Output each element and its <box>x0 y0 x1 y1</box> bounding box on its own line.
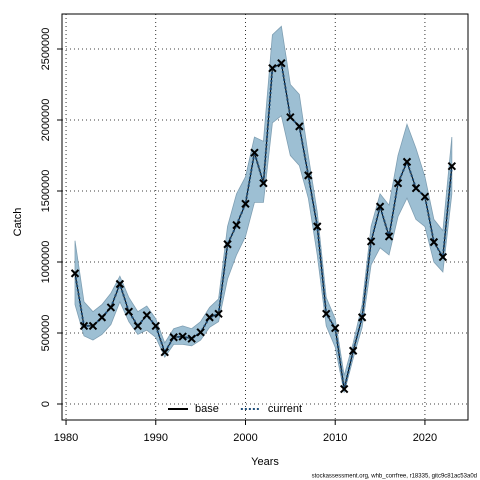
data-marker <box>268 63 277 73</box>
data-marker <box>142 311 151 320</box>
data-marker <box>106 303 116 312</box>
data-marker <box>214 309 223 319</box>
data-marker <box>420 192 430 201</box>
data-marker <box>187 334 196 343</box>
data-marker <box>70 269 80 278</box>
data-marker <box>97 313 107 322</box>
data-marker <box>250 148 259 157</box>
data-marker <box>286 112 295 122</box>
x-axis-label: Years <box>251 456 279 468</box>
x-tick-label: 1990 <box>144 432 168 444</box>
data-marker <box>411 183 421 193</box>
y-axis-label: Catch <box>12 208 24 237</box>
x-tick-label: 1980 <box>54 432 78 444</box>
footer: stockassessment.org, whb_corrfree, r1833… <box>312 474 477 480</box>
data-marker <box>133 321 143 331</box>
data-marker <box>438 252 448 262</box>
y-tick-label: 2000000 <box>40 99 52 142</box>
data-marker <box>384 232 394 241</box>
data-marker <box>402 157 412 167</box>
data-marker <box>277 58 286 68</box>
data-marker <box>447 161 457 171</box>
x-tick-label: 2000 <box>233 432 257 444</box>
x-tick-label: 2020 <box>413 432 437 444</box>
y-tick-label: 1500000 <box>40 170 52 213</box>
data-marker <box>313 222 322 231</box>
data-marker <box>322 309 331 319</box>
confidence-band <box>74 25 453 393</box>
legend-label: base <box>195 403 219 415</box>
data-marker <box>205 313 214 322</box>
data-marker <box>366 237 376 246</box>
data-marker <box>357 313 367 322</box>
data-marker <box>375 202 385 211</box>
x-tick-label: 2010 <box>323 432 347 444</box>
data-marker <box>393 178 403 188</box>
data-marker <box>115 279 125 289</box>
data-marker <box>304 171 313 180</box>
data-marker <box>331 323 340 333</box>
y-tick-label: 0 <box>40 401 52 407</box>
data-marker <box>178 332 187 341</box>
legend-label: current <box>268 403 302 415</box>
data-marker <box>259 178 268 188</box>
data-marker <box>88 321 98 331</box>
data-marker <box>241 199 250 208</box>
data-marker <box>348 346 358 355</box>
data-marker <box>339 384 349 394</box>
data-marker <box>295 122 304 131</box>
data-marker <box>429 237 439 247</box>
data-marker <box>232 220 241 230</box>
y-tick-label: 2500000 <box>40 28 52 71</box>
data-marker <box>124 307 134 316</box>
y-tick-label: 500000 <box>40 315 52 352</box>
data-marker <box>160 347 169 357</box>
data-marker <box>196 328 205 337</box>
data-marker <box>223 240 232 249</box>
plot-frame <box>61 13 469 421</box>
data-marker <box>151 321 160 331</box>
data-marker <box>169 333 178 342</box>
data-marker <box>79 321 89 331</box>
y-tick-label: 1000000 <box>40 241 52 284</box>
